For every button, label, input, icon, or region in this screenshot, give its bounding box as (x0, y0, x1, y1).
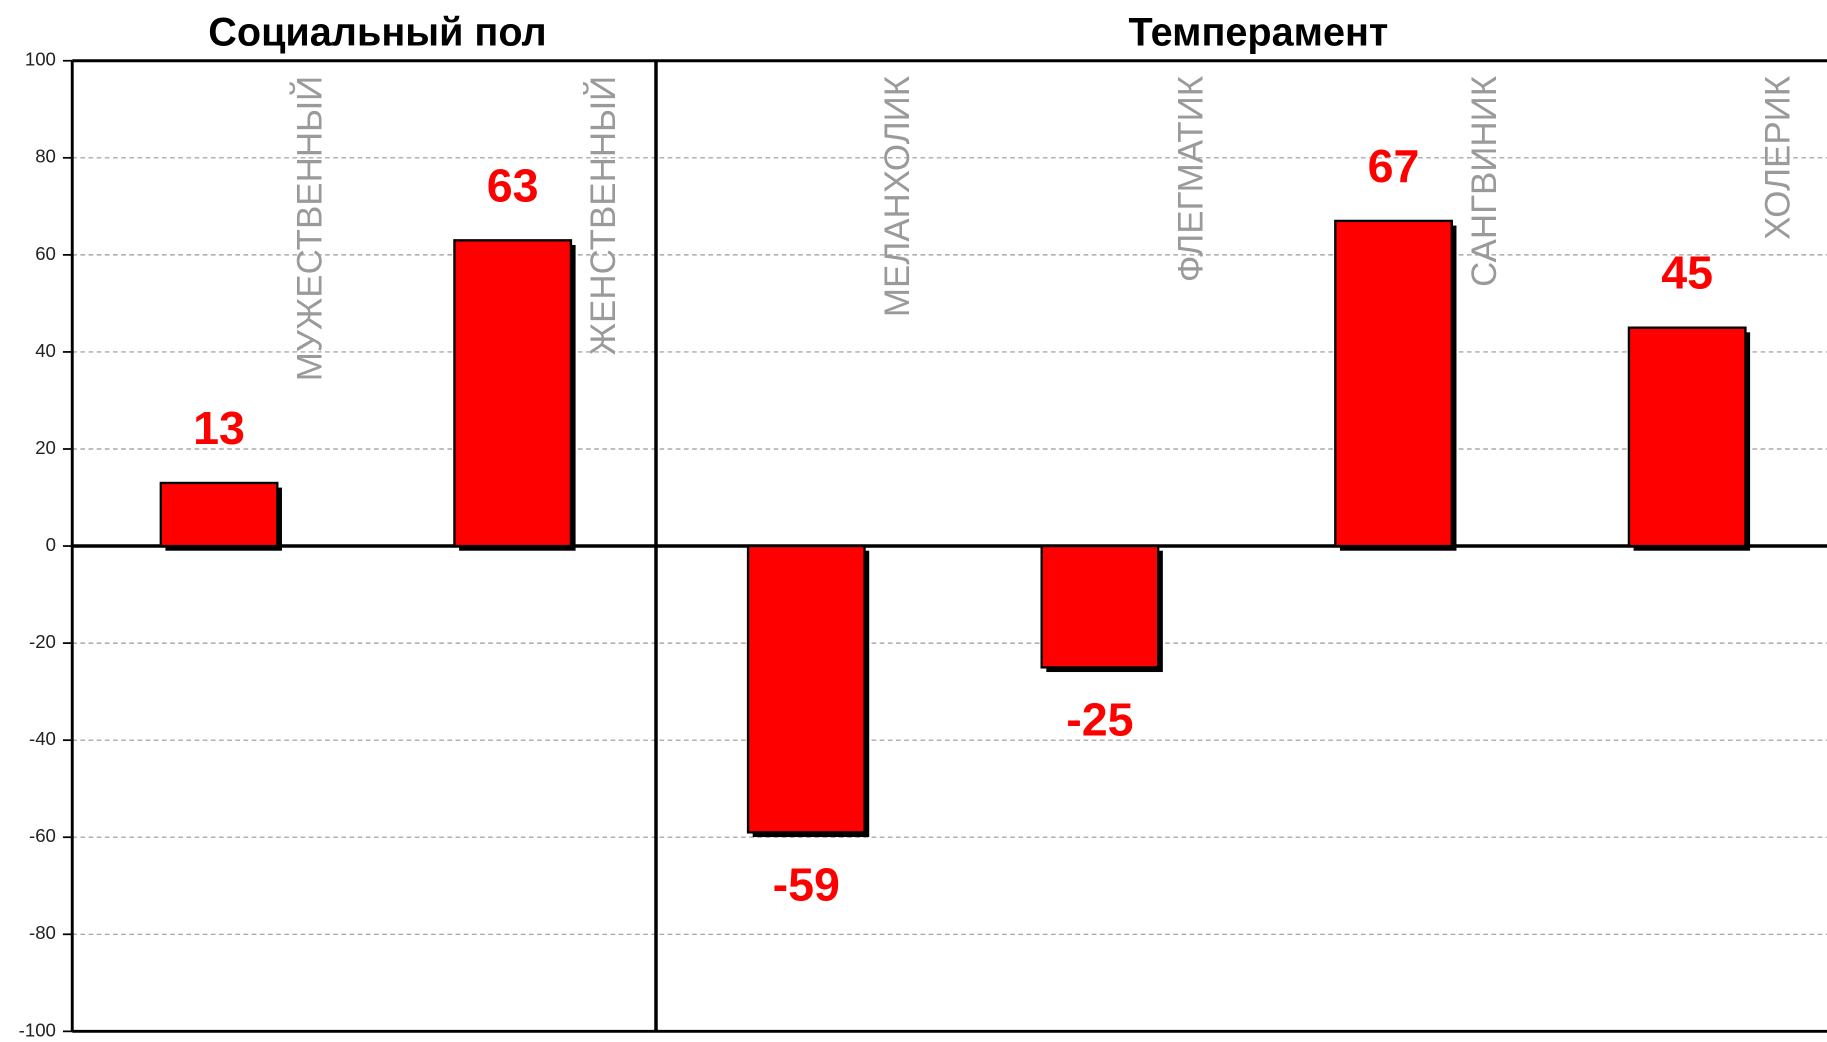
category-label: ФЛЕГМАТИК (1171, 75, 1210, 282)
bar (1627, 326, 1747, 548)
group-title: Социальный пол (208, 11, 546, 55)
y-tick-label: -20 (29, 631, 56, 652)
y-tick-label: 80 (35, 146, 56, 167)
bars: 13 63 -59 -25 67 45 (159, 140, 1751, 911)
value-label: 45 (1661, 247, 1713, 299)
bar (159, 481, 279, 548)
category-label: ЖЕНСТВЕННЫЙ (583, 76, 623, 355)
category-label: МЕЛАНХОЛИК (878, 75, 917, 317)
y-tick-label: -80 (29, 922, 56, 943)
group-title: Темперамент (1128, 11, 1388, 55)
bar (453, 239, 573, 548)
bar (1040, 544, 1160, 669)
bar (1334, 219, 1453, 548)
y-tick-label: 20 (35, 437, 56, 458)
category-label: МУЖЕСТВЕННЫЙ (290, 76, 330, 381)
category-labels: МУЖЕСТВЕННЫЙ ЖЕНСТВЕННЫЙ МЕЛАНХОЛИК ФЛЕГМАТ… (290, 75, 1798, 381)
grid: -100 -80 -60 -40 -20 0 20 40 60 80 100 (19, 49, 1827, 1040)
value-label: 63 (487, 159, 539, 211)
y-tick-label: 40 (35, 340, 56, 361)
value-label: -59 (773, 859, 840, 911)
y-tick-label: 60 (35, 243, 56, 264)
y-tick-label: 0 (46, 534, 56, 555)
y-tick-label: -60 (29, 825, 56, 846)
category-label: ХОЛЕРИК (1759, 75, 1798, 240)
bar (746, 544, 866, 834)
category-label: САНГВИНИК (1465, 75, 1504, 287)
y-tick-label: 100 (25, 49, 56, 70)
value-label: 13 (193, 402, 245, 454)
value-label: -25 (1066, 694, 1133, 746)
y-tick-label: -40 (29, 728, 56, 749)
value-label: 67 (1368, 140, 1420, 192)
y-tick-label: -100 (19, 1019, 56, 1040)
